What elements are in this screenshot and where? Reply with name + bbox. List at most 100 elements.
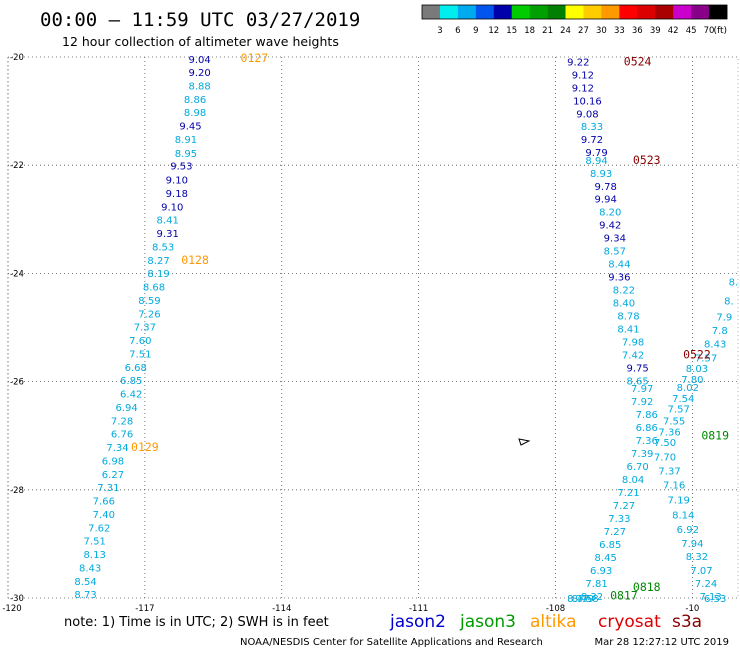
plot-area: -120 -117 -114 -111 -108 -10 -20 -22 -24 -26 -28 -3…: [2, 51, 739, 614]
colorbar-swatch: [547, 5, 566, 19]
wave-height-point: 9.42: [599, 221, 621, 232]
x-tick-label: -120: [2, 604, 21, 614]
colorbar-swatch: [439, 5, 459, 19]
colorbar-tick-label: 42: [668, 26, 679, 36]
colorbar-border: [421, 4, 728, 20]
wave-height-point: 7.13: [699, 592, 721, 603]
satellite-legend: jason2 jason3 altika cryosat s3a: [389, 612, 702, 632]
wave-height-point: 9.10: [166, 175, 188, 186]
plot-frame: [7, 56, 739, 599]
x-tick-label: -108: [546, 604, 565, 614]
wave-height-point: 7.27: [604, 527, 626, 538]
y-tick-label: -30: [10, 594, 24, 604]
colorbar-tick-label: 45: [686, 26, 697, 36]
wave-height-point: 8.59: [138, 296, 160, 307]
wave-height-point: 8.95: [175, 149, 197, 160]
wave-height-point: 8.41: [617, 325, 639, 336]
colorbar-tick-label: 21: [542, 26, 553, 36]
wave-height-point: 9.78: [595, 182, 617, 193]
wave-height-point: 8.14: [672, 511, 694, 522]
wave-height-point: 9.31: [157, 229, 179, 240]
colorbar-swatch: [529, 5, 548, 19]
wave-height-point: 9.79: [585, 148, 607, 159]
wave-height-point: 7.31: [97, 483, 119, 494]
wave-height-point: 8.53: [152, 242, 174, 253]
colorbar-swatch: [709, 5, 728, 19]
wave-height-point: 8.04: [622, 475, 644, 486]
wave-height-point: 7.86: [636, 410, 658, 421]
wave-height-point: 7.19: [668, 496, 690, 507]
wave-height-point: 10.16: [573, 96, 602, 107]
wave-height-point: 6.68: [125, 363, 147, 374]
wave-height-point: 9.94: [595, 195, 617, 206]
wave-height-point: 8.32: [581, 592, 603, 603]
wave-height-point: 8.73: [74, 590, 96, 601]
wave-height-point: 8.41: [157, 215, 179, 226]
pass-time-label: 0127: [241, 51, 269, 65]
wave-height-point: 6.94: [115, 403, 137, 414]
wave-height-point: 7.81: [585, 579, 607, 590]
wave-height-point: 7.60: [129, 336, 151, 347]
colorbar-swatch: [565, 5, 584, 19]
y-tick-label: -28: [10, 486, 24, 496]
wave-height-point: 8.: [729, 278, 739, 289]
wave-height-point: 7.28: [111, 417, 133, 428]
wave-height-point: 8.93: [590, 169, 612, 180]
wave-height-point: 7.51: [129, 349, 151, 360]
wave-height-point: 8.43: [704, 340, 726, 351]
colorbar-tick-label: 18: [524, 26, 535, 36]
x-tick-label: -111: [409, 604, 428, 614]
wave-height-point: 8.03: [686, 364, 708, 375]
wave-height-point: 7.70: [654, 452, 676, 463]
y-tick-label: -20: [10, 53, 24, 63]
wave-height-point: 8.45: [595, 553, 617, 564]
wave-height-point: 7.8: [712, 326, 728, 337]
wave-height-point: 7.92: [631, 397, 653, 408]
colorbar-tick-label: 6: [455, 26, 460, 36]
wave-height-point: 8.86: [184, 95, 206, 106]
chart-subtitle: 12 hour collection of altimeter wave hei…: [62, 34, 339, 49]
wave-height-point: 7.34: [106, 443, 128, 454]
wave-height-point: 7.27: [613, 501, 635, 512]
wave-height-point: 8.57: [604, 247, 626, 258]
wave-height-point: 8.79: [572, 594, 594, 605]
wave-height-point: 8.19: [147, 269, 169, 280]
wave-height-point: 8.98: [184, 108, 206, 119]
colorbar-swatch: [655, 5, 674, 19]
wave-height-point: 9.34: [604, 234, 626, 245]
colorbar-swatch: [691, 5, 710, 19]
y-tick-label: -26: [10, 378, 24, 388]
colorbar-tick-label: 27: [578, 26, 589, 36]
wave-height-point: 7.80: [681, 375, 703, 386]
wave-height-point: 7.57: [695, 353, 717, 364]
wave-height-point: 8.33: [581, 122, 603, 133]
wave-height-point: 6.86: [636, 423, 658, 434]
pass-time-label: 0818: [633, 580, 661, 594]
wave-height-point: 9.18: [166, 189, 188, 200]
wave-height-point: 6.42: [120, 390, 142, 401]
colorbar-tick-label: 12: [488, 26, 499, 36]
wave-height-point: 7.57: [668, 405, 690, 416]
wave-height-point: 7.97: [631, 384, 653, 395]
wave-height-point: 6.53: [704, 594, 726, 605]
wave-height-point: 8.65: [626, 377, 648, 388]
colorbar-swatch: [637, 5, 656, 19]
wave-height-point: 8.20: [599, 208, 621, 219]
wave-height-point: 9.12: [572, 83, 594, 94]
y-tick-label: -22: [10, 161, 24, 171]
colorbar-tick-label: 24: [560, 26, 571, 36]
colorbar-tick-label: 9: [473, 26, 478, 36]
wave-height-point: 6.98: [102, 457, 124, 468]
colorbar-tick-label: 33: [614, 26, 625, 36]
wave-height-point: 7.33: [608, 514, 630, 525]
wave-height-point: 8.32: [686, 552, 708, 563]
wave-height-point: 7.62: [88, 524, 110, 535]
wave-height-point: 6.93: [590, 566, 612, 577]
wave-height-point: 8.54: [74, 577, 96, 588]
wave-height-point: 9.36: [608, 273, 630, 284]
x-tick-label: -114: [272, 604, 291, 614]
colorbar-tick-label: 39: [650, 26, 661, 36]
pass-time-label: 0819: [701, 429, 729, 443]
pass-time-label: 0524: [624, 54, 652, 68]
